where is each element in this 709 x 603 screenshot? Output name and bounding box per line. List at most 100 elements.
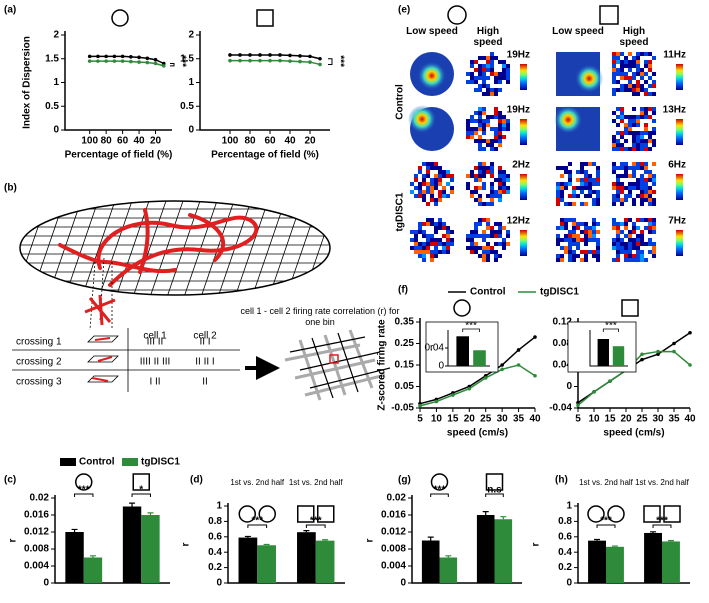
map-cell xyxy=(596,190,600,194)
point xyxy=(228,58,232,63)
map-cell xyxy=(584,230,588,234)
y-tick-label: 0.6 xyxy=(208,531,222,542)
map-cell xyxy=(470,250,474,254)
map-cell xyxy=(474,230,478,234)
map-cell xyxy=(494,115,498,119)
map-cell xyxy=(648,84,652,88)
map-cell xyxy=(616,226,620,230)
y-tick-label: 0.012 xyxy=(381,527,406,538)
map-cell xyxy=(556,166,560,170)
map-cell xyxy=(612,162,616,166)
map-cell xyxy=(628,238,632,242)
map-cell xyxy=(640,115,644,119)
y-tick-label: 0.5 xyxy=(180,101,194,112)
map-cell xyxy=(580,258,584,262)
map-cell xyxy=(502,190,506,194)
map-cell xyxy=(478,186,482,190)
map-cell xyxy=(434,198,438,202)
map-cell xyxy=(564,182,568,186)
map-cell xyxy=(628,80,632,84)
map-cell xyxy=(640,238,644,242)
map-cell xyxy=(482,131,486,135)
map-cell xyxy=(422,234,426,238)
map-cell xyxy=(430,162,434,166)
colorbar xyxy=(520,230,527,256)
map-cell xyxy=(584,250,588,254)
bar xyxy=(65,532,84,583)
map-cell xyxy=(414,246,418,250)
map-cell xyxy=(644,166,648,170)
map-cell xyxy=(620,84,624,88)
x-tick-label: 60 xyxy=(117,136,129,147)
group-label: 1st vs. 2nd half xyxy=(230,478,285,487)
group-label: 1st vs. 2nd half xyxy=(579,478,633,487)
grid-line-deco xyxy=(336,198,371,300)
map-cell xyxy=(644,131,648,135)
map-cell xyxy=(486,68,490,72)
map-cell xyxy=(620,238,624,242)
map-cell xyxy=(624,234,628,238)
map-cell xyxy=(434,254,438,258)
x-tick-label: 35 xyxy=(513,414,525,425)
map-cell xyxy=(560,198,564,202)
map-cell xyxy=(616,68,620,72)
map-cell xyxy=(482,80,486,84)
map-cell xyxy=(576,170,580,174)
row-label: tgDISC1 xyxy=(395,192,406,231)
map-cell xyxy=(494,135,498,139)
map-cell xyxy=(616,123,620,127)
map-cell xyxy=(652,72,656,76)
map-cell xyxy=(628,242,632,246)
significance-bracket xyxy=(170,63,175,67)
map-cell xyxy=(620,72,624,76)
point xyxy=(288,53,292,58)
map-cell xyxy=(640,72,644,76)
y-tick-label: 1 xyxy=(53,77,59,88)
map-cell xyxy=(636,52,640,56)
map-cell xyxy=(624,162,628,166)
map-cell xyxy=(482,234,486,238)
map-cell xyxy=(434,174,438,178)
map-cell xyxy=(632,186,636,190)
y-tick-label: 0.6 xyxy=(558,531,572,542)
significance-bracket xyxy=(305,524,326,528)
map-cell xyxy=(636,254,640,258)
map-cell xyxy=(466,123,470,127)
map-cell xyxy=(624,170,628,174)
map-cell xyxy=(564,170,568,174)
map-cell xyxy=(414,178,418,182)
map-cell xyxy=(592,182,596,186)
map-cell xyxy=(584,222,588,226)
map-cell xyxy=(568,246,572,250)
y-tick-label: 1 xyxy=(216,501,222,512)
error-bar xyxy=(611,545,618,547)
map-cell xyxy=(556,202,560,206)
map-cell xyxy=(450,178,454,182)
map-cell xyxy=(624,242,628,246)
map-cell xyxy=(636,246,640,250)
map-cell xyxy=(648,139,652,143)
map-cell xyxy=(482,123,486,127)
map-cell xyxy=(624,174,628,178)
map-cell xyxy=(474,226,478,230)
map-cell xyxy=(636,84,640,88)
map-cell xyxy=(478,68,482,72)
grid-line-deco xyxy=(131,201,168,295)
map-cell xyxy=(490,230,494,234)
map-cell xyxy=(592,178,596,182)
bar xyxy=(588,540,606,583)
map-cell xyxy=(636,250,640,254)
map-cell xyxy=(644,115,648,119)
map-cell xyxy=(624,60,628,64)
x-tick-label: 20 xyxy=(620,414,632,425)
axis xyxy=(64,31,172,131)
bar xyxy=(439,557,458,583)
map-cell xyxy=(592,162,596,166)
map-cell xyxy=(486,170,490,174)
map-cell xyxy=(584,178,588,182)
map-cell xyxy=(648,107,652,111)
point xyxy=(576,400,580,405)
point xyxy=(96,59,100,63)
point xyxy=(137,60,141,64)
map-cell xyxy=(442,246,446,250)
